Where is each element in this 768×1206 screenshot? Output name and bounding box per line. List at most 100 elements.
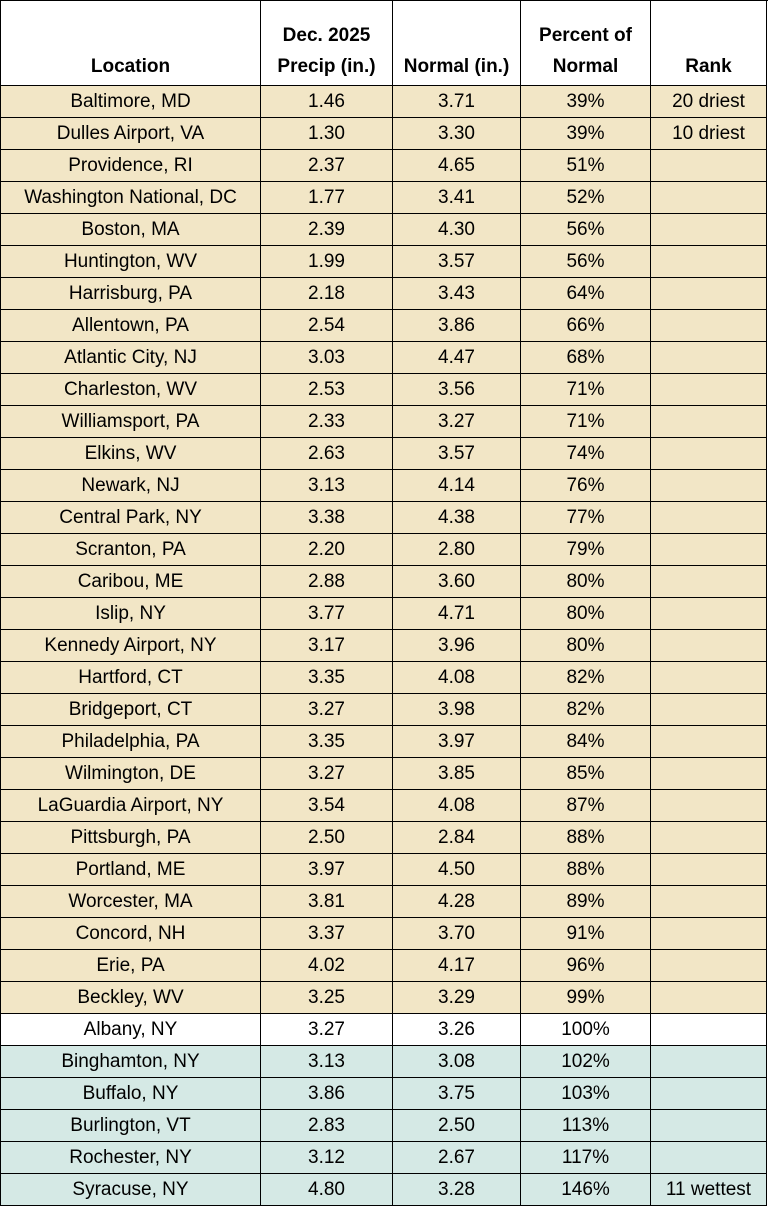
table-cell: 4.08 xyxy=(393,790,521,822)
table-cell: 100% xyxy=(521,1014,651,1046)
table-cell: 4.38 xyxy=(393,502,521,534)
cell-text: 3.12 xyxy=(308,1146,345,1168)
cell-text: 3.96 xyxy=(438,634,475,656)
cell-text: 4.17 xyxy=(438,954,475,976)
header-text: Normal (in.) xyxy=(403,56,510,77)
cell-text: 4.14 xyxy=(438,474,475,496)
table-cell: Syracuse, NY xyxy=(1,1174,261,1206)
table-cell xyxy=(651,566,767,598)
table-cell: 4.47 xyxy=(393,342,521,374)
table-cell: 89% xyxy=(521,886,651,918)
table-cell: 4.65 xyxy=(393,150,521,182)
cell-text: 11 wettest xyxy=(665,1178,752,1200)
table-cell: 39% xyxy=(521,118,651,150)
cell-text: 71% xyxy=(566,378,605,400)
table-cell: Concord, NH xyxy=(1,918,261,950)
table-cell xyxy=(651,406,767,438)
cell-text: Newark, NJ xyxy=(81,474,180,496)
cell-text: Central Park, NY xyxy=(59,506,202,528)
cell-text: 4.47 xyxy=(438,346,475,368)
table-cell xyxy=(651,822,767,854)
cell-text: Scranton, PA xyxy=(75,538,186,560)
cell-text: Dulles Airport, VA xyxy=(56,122,205,144)
cell-text: Burlington, VT xyxy=(70,1114,191,1136)
table-cell: LaGuardia Airport, NY xyxy=(1,790,261,822)
table-cell: Allentown, PA xyxy=(1,310,261,342)
table-cell: 11 wettest xyxy=(651,1174,767,1206)
table-cell: 2.67 xyxy=(393,1142,521,1174)
cell-text: 3.54 xyxy=(308,794,345,816)
table-cell: 102% xyxy=(521,1046,651,1078)
table-cell xyxy=(651,246,767,278)
table-cell: 80% xyxy=(521,566,651,598)
table-cell: Buffalo, NY xyxy=(1,1078,261,1110)
table-cell: Philadelphia, PA xyxy=(1,726,261,758)
cell-text: 3.30 xyxy=(438,122,475,144)
cell-text: Beckley, WV xyxy=(77,986,184,1008)
cell-text: 2.63 xyxy=(308,442,345,464)
table-cell: 1.30 xyxy=(261,118,393,150)
table-cell: 2.80 xyxy=(393,534,521,566)
table-cell: 99% xyxy=(521,982,651,1014)
cell-text: 3.26 xyxy=(438,1018,475,1040)
table-cell: 79% xyxy=(521,534,651,566)
table-cell xyxy=(651,726,767,758)
table-cell: 4.02 xyxy=(261,950,393,982)
table-cell xyxy=(651,950,767,982)
table-cell xyxy=(651,918,767,950)
table-cell: 85% xyxy=(521,758,651,790)
cell-text: Islip, NY xyxy=(95,602,166,624)
cell-text: 91% xyxy=(566,922,605,944)
table-cell: 80% xyxy=(521,598,651,630)
cell-text: 80% xyxy=(566,634,605,656)
table-cell: 82% xyxy=(521,662,651,694)
cell-text: 84% xyxy=(566,730,605,752)
table-cell: Portland, ME xyxy=(1,854,261,886)
cell-text: 56% xyxy=(566,250,605,272)
cell-text: Caribou, ME xyxy=(77,570,184,592)
table-cell xyxy=(651,374,767,406)
header-cell: Rank xyxy=(651,1,767,86)
cell-text: 4.28 xyxy=(438,890,475,912)
table-cell: 4.80 xyxy=(261,1174,393,1206)
table-cell: 3.13 xyxy=(261,470,393,502)
cell-text: 1.77 xyxy=(308,186,345,208)
table-cell: 3.96 xyxy=(393,630,521,662)
table-cell: 3.35 xyxy=(261,726,393,758)
cell-text: 4.02 xyxy=(308,954,345,976)
cell-text: 2.80 xyxy=(438,538,475,560)
table-cell xyxy=(651,758,767,790)
cell-text: 2.67 xyxy=(438,1146,475,1168)
cell-text: Harrisburg, PA xyxy=(68,282,193,304)
table-cell: 3.81 xyxy=(261,886,393,918)
table-cell: Newark, NJ xyxy=(1,470,261,502)
header-text: Normal xyxy=(552,56,619,77)
cell-text: 4.08 xyxy=(438,794,475,816)
table-cell: 2.50 xyxy=(261,822,393,854)
cell-text: 2.83 xyxy=(308,1114,345,1136)
table-cell: 3.57 xyxy=(393,438,521,470)
table-cell xyxy=(651,470,767,502)
cell-text: 2.84 xyxy=(438,826,475,848)
cell-text: 146% xyxy=(561,1178,610,1200)
table-cell: 77% xyxy=(521,502,651,534)
cell-text: 3.17 xyxy=(308,634,345,656)
table-cell: Charleston, WV xyxy=(1,374,261,406)
table-cell: Burlington, VT xyxy=(1,1110,261,1142)
table-cell: 2.33 xyxy=(261,406,393,438)
table-cell: 87% xyxy=(521,790,651,822)
table-cell: 3.97 xyxy=(393,726,521,758)
table-cell: Scranton, PA xyxy=(1,534,261,566)
cell-text: 66% xyxy=(566,314,605,336)
cell-text: 51% xyxy=(566,154,605,176)
table-cell xyxy=(651,694,767,726)
table-cell xyxy=(651,982,767,1014)
table-cell: Binghamton, NY xyxy=(1,1046,261,1078)
header-text: Dec. 2025 xyxy=(282,25,371,46)
table-cell: 68% xyxy=(521,342,651,374)
cell-text: 2.50 xyxy=(308,826,345,848)
table-cell: 3.28 xyxy=(393,1174,521,1206)
table-cell: 74% xyxy=(521,438,651,470)
table-cell: 56% xyxy=(521,214,651,246)
table-cell: Beckley, WV xyxy=(1,982,261,1014)
